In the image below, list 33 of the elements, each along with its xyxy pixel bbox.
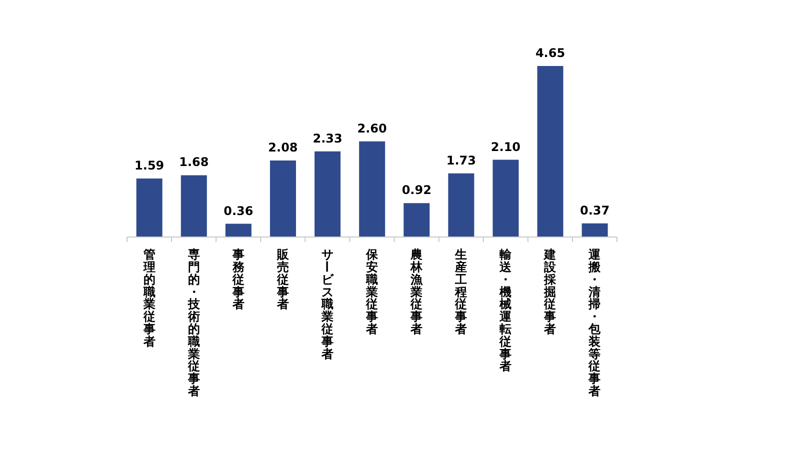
x-tick-label: 販売従事者 <box>276 248 290 312</box>
bar <box>359 141 386 237</box>
data-label: 0.37 <box>580 203 610 218</box>
bar <box>448 173 474 237</box>
x-tick-label: 建設採掘従事者 <box>543 248 558 336</box>
category-label: 運搬・清掃・包装等従事者 <box>588 248 601 398</box>
data-label: 1.73 <box>446 153 476 168</box>
category-label: 専門的・技術的職業従事者 <box>188 248 200 398</box>
data-label: 0.92 <box>402 183 432 198</box>
data-label: 2.33 <box>312 131 342 146</box>
bar <box>314 151 341 237</box>
bar <box>180 175 207 237</box>
data-label: 1.59 <box>134 158 164 173</box>
category-label: 輸送・機械運転従事者 <box>500 248 512 374</box>
data-label: 2.10 <box>490 140 521 154</box>
data-label: 2.60 <box>357 121 387 136</box>
bar <box>537 66 564 237</box>
bar <box>492 160 519 237</box>
bar <box>270 160 296 237</box>
bar <box>225 224 252 237</box>
category-label: サービス職業従事者 <box>319 248 334 361</box>
data-label: 1.68 <box>179 155 209 170</box>
x-tick-label: 生産工程従事者 <box>454 248 468 336</box>
x-tick-label: 管理的職業従事者 <box>142 248 156 348</box>
x-tick-label: 保安職業従事者 <box>365 248 379 336</box>
bar <box>582 223 608 237</box>
bar <box>404 203 430 237</box>
x-tick-label: 農林漁業従事者 <box>410 248 424 336</box>
bar <box>136 178 162 237</box>
data-label: 2.08 <box>268 140 298 155</box>
x-tick-label: 事務従事者 <box>231 248 246 312</box>
data-label: 0.36 <box>224 204 254 218</box>
data-label: 4.65 <box>535 46 566 60</box>
